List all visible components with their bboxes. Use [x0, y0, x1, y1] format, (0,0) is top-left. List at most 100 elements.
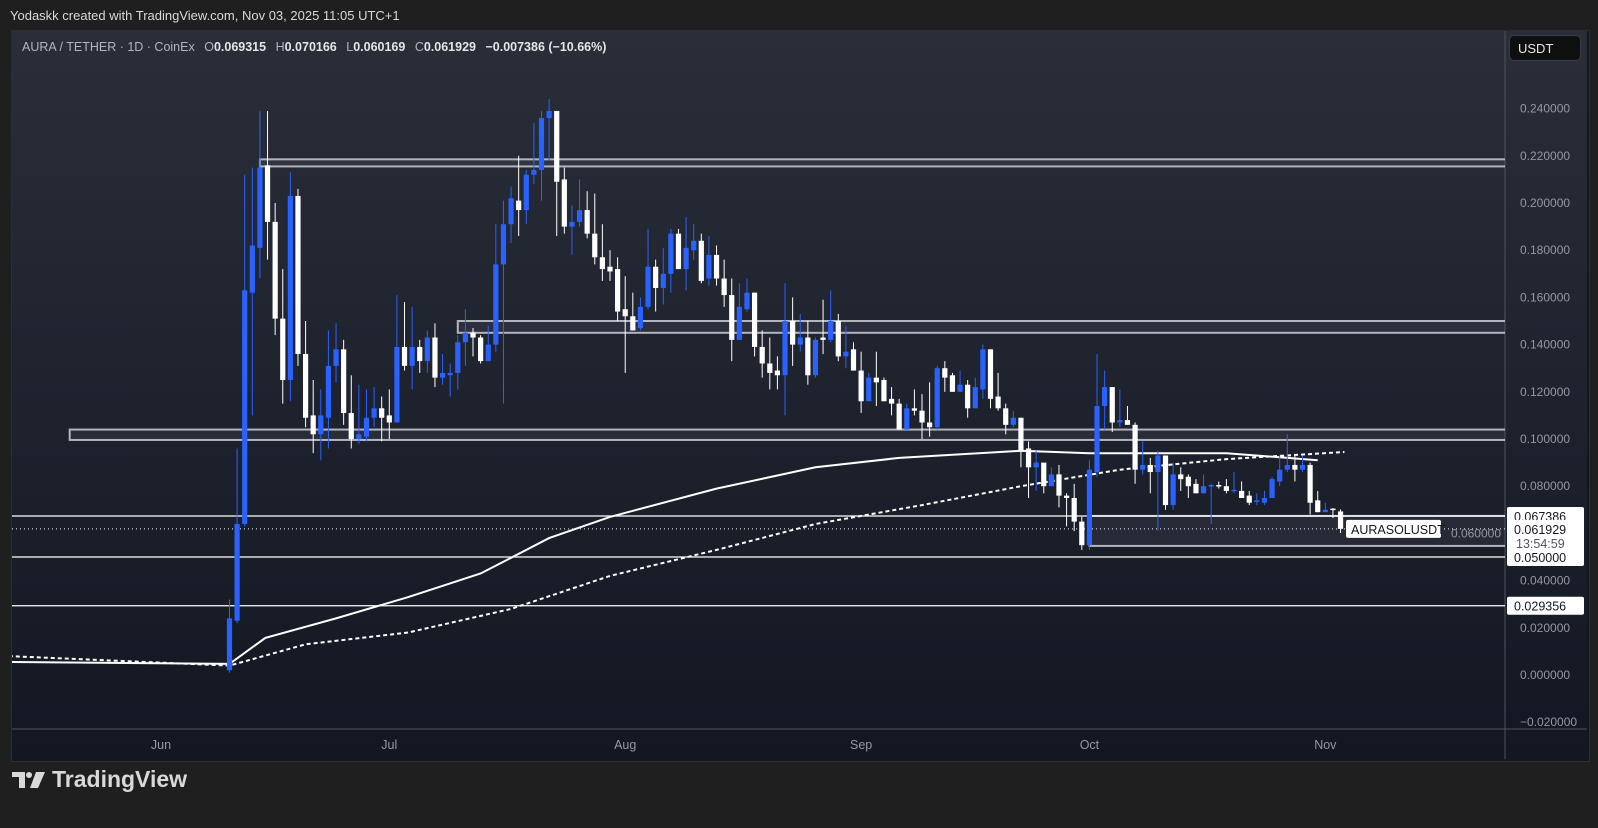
candle-body: [812, 339, 819, 376]
candle-body: [1292, 464, 1298, 470]
candle-body: [637, 306, 644, 329]
time-axis[interactable]: Jun Jul Aug Sep Oct Nov: [151, 738, 1337, 752]
support-resistance-zone[interactable]: [258, 158, 1509, 168]
high-value: 0.070166: [284, 40, 337, 54]
candle-body: [234, 523, 240, 621]
candle: [287, 172, 293, 402]
support-resistance-zone[interactable]: [68, 428, 1509, 441]
candle-body: [439, 372, 446, 378]
candle: [1277, 455, 1283, 487]
candle-body: [881, 380, 887, 402]
candle: [1254, 493, 1260, 506]
candle: [1337, 509, 1344, 534]
candle-body: [1322, 509, 1328, 513]
candle-body: [675, 233, 682, 270]
price-axis[interactable]: 0.240000 0.220000 0.200000 0.180000 0.160000…: [1451, 102, 1577, 730]
candle: [561, 167, 567, 234]
candles-layer: [226, 99, 1344, 673]
symbol-legend[interactable]: AURA / TETHER · 1D · CoinEx O0.069315 H0…: [22, 40, 606, 54]
candle: [325, 330, 332, 449]
candle-body: [432, 337, 438, 378]
candle-body: [401, 346, 408, 366]
candle-body: [462, 332, 468, 343]
candle: [866, 372, 872, 402]
candle: [1330, 508, 1336, 519]
candle: [592, 193, 598, 265]
candle: [272, 203, 278, 336]
candle: [1010, 410, 1016, 428]
candle-body: [767, 363, 773, 373]
candle-body: [607, 266, 613, 272]
candle-body: [1231, 489, 1237, 492]
support-resistance-zone[interactable]: [1088, 514, 1509, 547]
candle: [790, 297, 796, 366]
candle: [751, 292, 758, 357]
candle-body: [310, 415, 316, 435]
candle: [401, 302, 408, 371]
candle: [942, 361, 948, 392]
price-tick-label: 0.140000: [1520, 338, 1570, 352]
candle: [949, 372, 956, 392]
candle-body: [835, 321, 841, 357]
candle: [1231, 472, 1237, 494]
candle: [698, 233, 704, 284]
candle: [242, 174, 248, 527]
candle: [1033, 450, 1039, 491]
candle: [462, 309, 468, 366]
candle: [1307, 462, 1313, 515]
candle-body: [1200, 486, 1207, 494]
candle-body: [500, 224, 507, 265]
candle-body: [554, 110, 560, 182]
tradingview-logo: TradingView: [12, 766, 187, 793]
candle-body: [226, 618, 233, 671]
candle-body: [1307, 464, 1313, 503]
candle: [1025, 441, 1032, 498]
candle-body: [508, 198, 514, 225]
candle-body: [1223, 486, 1229, 491]
symbol-tag: AURASOLUSDT: [1351, 523, 1445, 537]
candle-body: [987, 349, 994, 399]
candle: [424, 330, 430, 373]
candle: [295, 188, 301, 366]
candle: [371, 387, 377, 428]
candle: [881, 377, 887, 402]
candle-body: [485, 344, 491, 362]
candle: [318, 389, 324, 461]
candle-body: [1063, 495, 1070, 498]
candle-body: [1003, 408, 1009, 425]
candle-body: [561, 179, 567, 227]
candle: [965, 380, 971, 418]
price-tick-label: 0.060000: [1451, 526, 1501, 540]
bar-countdown: 13:54:59: [1516, 537, 1565, 551]
candle-body: [394, 346, 400, 423]
candle: [379, 396, 385, 442]
candle: [439, 354, 446, 385]
candle: [356, 384, 362, 444]
candle: [1140, 441, 1146, 475]
candle: [972, 377, 978, 409]
time-tick-label: Oct: [1080, 738, 1100, 752]
candle: [531, 122, 537, 185]
candle-body: [1094, 405, 1100, 473]
support-resistance-zone[interactable]: [456, 320, 1509, 334]
candle-body: [1239, 490, 1245, 498]
candle: [310, 380, 316, 454]
candle-body: [972, 387, 978, 409]
low-value: 0.060169: [353, 40, 406, 54]
candle: [1079, 516, 1085, 550]
candle: [576, 179, 583, 227]
candle-body: [523, 174, 529, 211]
price-labels: 0.0673860.0500000.0293560.06192913:54:59…: [1346, 506, 1584, 615]
change-value: −0.007386 (−10.66%): [485, 40, 607, 54]
candle-body: [424, 337, 430, 362]
currency-button[interactable]: USDT: [1509, 35, 1581, 61]
candle-body: [1269, 479, 1275, 498]
candle-body: [1033, 462, 1039, 468]
candle-body: [1246, 495, 1252, 503]
candle-body: [599, 257, 605, 270]
candle-body: [264, 165, 271, 222]
close-value: 0.061929: [423, 40, 476, 54]
candle-body: [1132, 424, 1138, 470]
candle-body: [683, 247, 689, 270]
